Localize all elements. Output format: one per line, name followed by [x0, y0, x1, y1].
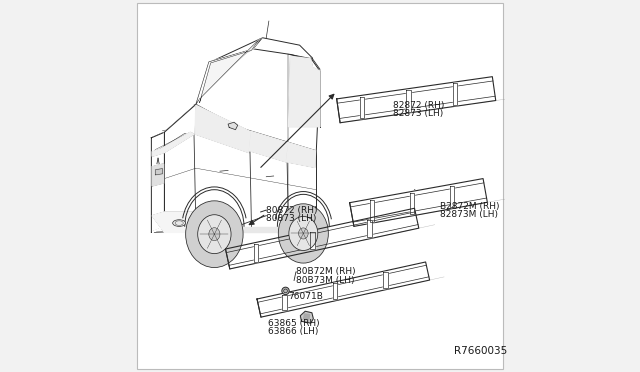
Polygon shape: [333, 283, 337, 299]
Polygon shape: [367, 219, 372, 237]
Text: R7660035: R7660035: [454, 346, 508, 356]
Text: 63866 (LH): 63866 (LH): [268, 327, 319, 336]
Polygon shape: [196, 38, 312, 105]
Polygon shape: [383, 272, 388, 288]
Text: B2872M (RH): B2872M (RH): [440, 202, 500, 211]
Text: 76071B: 76071B: [289, 292, 323, 301]
Polygon shape: [196, 227, 289, 232]
Text: 82873M (LH): 82873M (LH): [440, 211, 499, 219]
Ellipse shape: [198, 215, 231, 254]
Polygon shape: [195, 105, 250, 153]
Polygon shape: [200, 39, 259, 103]
Ellipse shape: [289, 217, 318, 250]
Text: 82872 (RH): 82872 (RH): [394, 101, 445, 110]
Ellipse shape: [278, 204, 328, 263]
Ellipse shape: [298, 228, 308, 239]
Polygon shape: [250, 131, 287, 162]
Text: 80873 (LH): 80873 (LH): [266, 214, 317, 223]
Polygon shape: [450, 186, 454, 207]
Ellipse shape: [209, 228, 220, 241]
Polygon shape: [282, 295, 287, 311]
Polygon shape: [453, 83, 458, 105]
Polygon shape: [228, 122, 237, 130]
Polygon shape: [287, 142, 316, 167]
Text: 82873 (LH): 82873 (LH): [394, 109, 444, 118]
Circle shape: [282, 287, 289, 295]
Polygon shape: [369, 200, 374, 222]
Polygon shape: [304, 314, 310, 320]
Polygon shape: [289, 56, 320, 127]
Polygon shape: [152, 227, 237, 232]
Text: 80B72M (RH): 80B72M (RH): [296, 267, 356, 276]
Polygon shape: [164, 105, 324, 227]
Text: 63865 (RH): 63865 (RH): [268, 320, 320, 328]
Polygon shape: [349, 179, 487, 227]
Polygon shape: [300, 311, 314, 323]
Polygon shape: [254, 244, 258, 262]
Polygon shape: [156, 169, 163, 175]
Polygon shape: [337, 77, 496, 123]
Polygon shape: [257, 262, 429, 317]
Polygon shape: [225, 208, 419, 269]
Polygon shape: [152, 132, 164, 232]
Polygon shape: [406, 90, 411, 112]
Polygon shape: [196, 38, 262, 105]
Polygon shape: [152, 132, 194, 156]
Polygon shape: [410, 193, 414, 214]
FancyBboxPatch shape: [136, 3, 504, 369]
Polygon shape: [360, 97, 364, 118]
Polygon shape: [152, 212, 196, 232]
Polygon shape: [310, 232, 315, 250]
Polygon shape: [152, 105, 237, 138]
Text: 80872 (RH): 80872 (RH): [266, 206, 318, 215]
Ellipse shape: [186, 201, 243, 267]
Polygon shape: [152, 164, 164, 186]
Ellipse shape: [173, 220, 186, 227]
Text: 80B73M (LH): 80B73M (LH): [296, 276, 355, 285]
